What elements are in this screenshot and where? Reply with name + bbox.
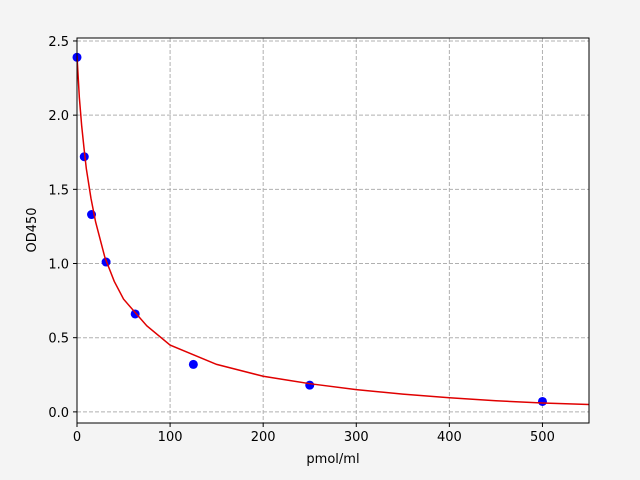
x-tick-label: 200 <box>251 430 276 445</box>
x-axis-label: pmol/ml <box>306 452 359 467</box>
y-tick-label: 0.0 <box>48 406 69 421</box>
data-point <box>537 396 547 406</box>
y-tick-label: 2.5 <box>48 35 69 50</box>
data-point <box>130 309 140 319</box>
x-tick-label: 0 <box>73 430 81 445</box>
x-tick-label: 100 <box>158 430 183 445</box>
y-tick-label: 1.0 <box>48 258 69 273</box>
x-tick-label: 500 <box>530 430 555 445</box>
y-axis-label: OD450 <box>25 207 40 252</box>
x-tick-label: 400 <box>437 430 462 445</box>
x-tick-label: 300 <box>344 430 369 445</box>
data-point <box>305 380 315 390</box>
plot-frame <box>76 37 590 424</box>
y-tick-label: 1.5 <box>48 183 69 198</box>
fit-curve <box>77 55 589 406</box>
y-tick-label: 2.0 <box>48 109 69 124</box>
plot-area <box>77 38 589 423</box>
data-point <box>188 359 198 369</box>
y-tick-label: 0.5 <box>48 332 69 347</box>
